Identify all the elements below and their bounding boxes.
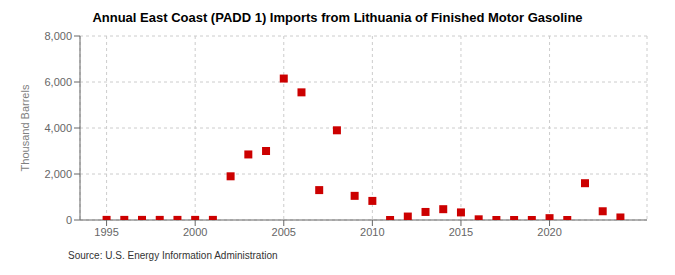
- svg-text:2010: 2010: [360, 226, 384, 238]
- svg-text:6,000: 6,000: [44, 76, 72, 88]
- html-text:Annual East Coast (PADD 1) Imp: Annual East Coast (PADD 1) Imports from …: [92, 10, 583, 25]
- svg-text:1995: 1995: [94, 226, 118, 238]
- svg-text:2000: 2000: [183, 226, 207, 238]
- svg-text:2,000: 2,000: [44, 168, 72, 180]
- html-text:Source: U.S. Energy Informatio: Source: U.S. Energy Information Administ…: [68, 250, 278, 261]
- svg-text:8,000: 8,000: [44, 30, 72, 42]
- svg-text:2005: 2005: [272, 226, 296, 238]
- svg-text:2015: 2015: [449, 226, 473, 238]
- svg-text:0: 0: [66, 214, 72, 226]
- svg-text:2020: 2020: [537, 226, 561, 238]
- svg-text:Thousand Barrels: Thousand Barrels: [19, 84, 31, 171]
- svg-text:4,000: 4,000: [44, 122, 72, 134]
